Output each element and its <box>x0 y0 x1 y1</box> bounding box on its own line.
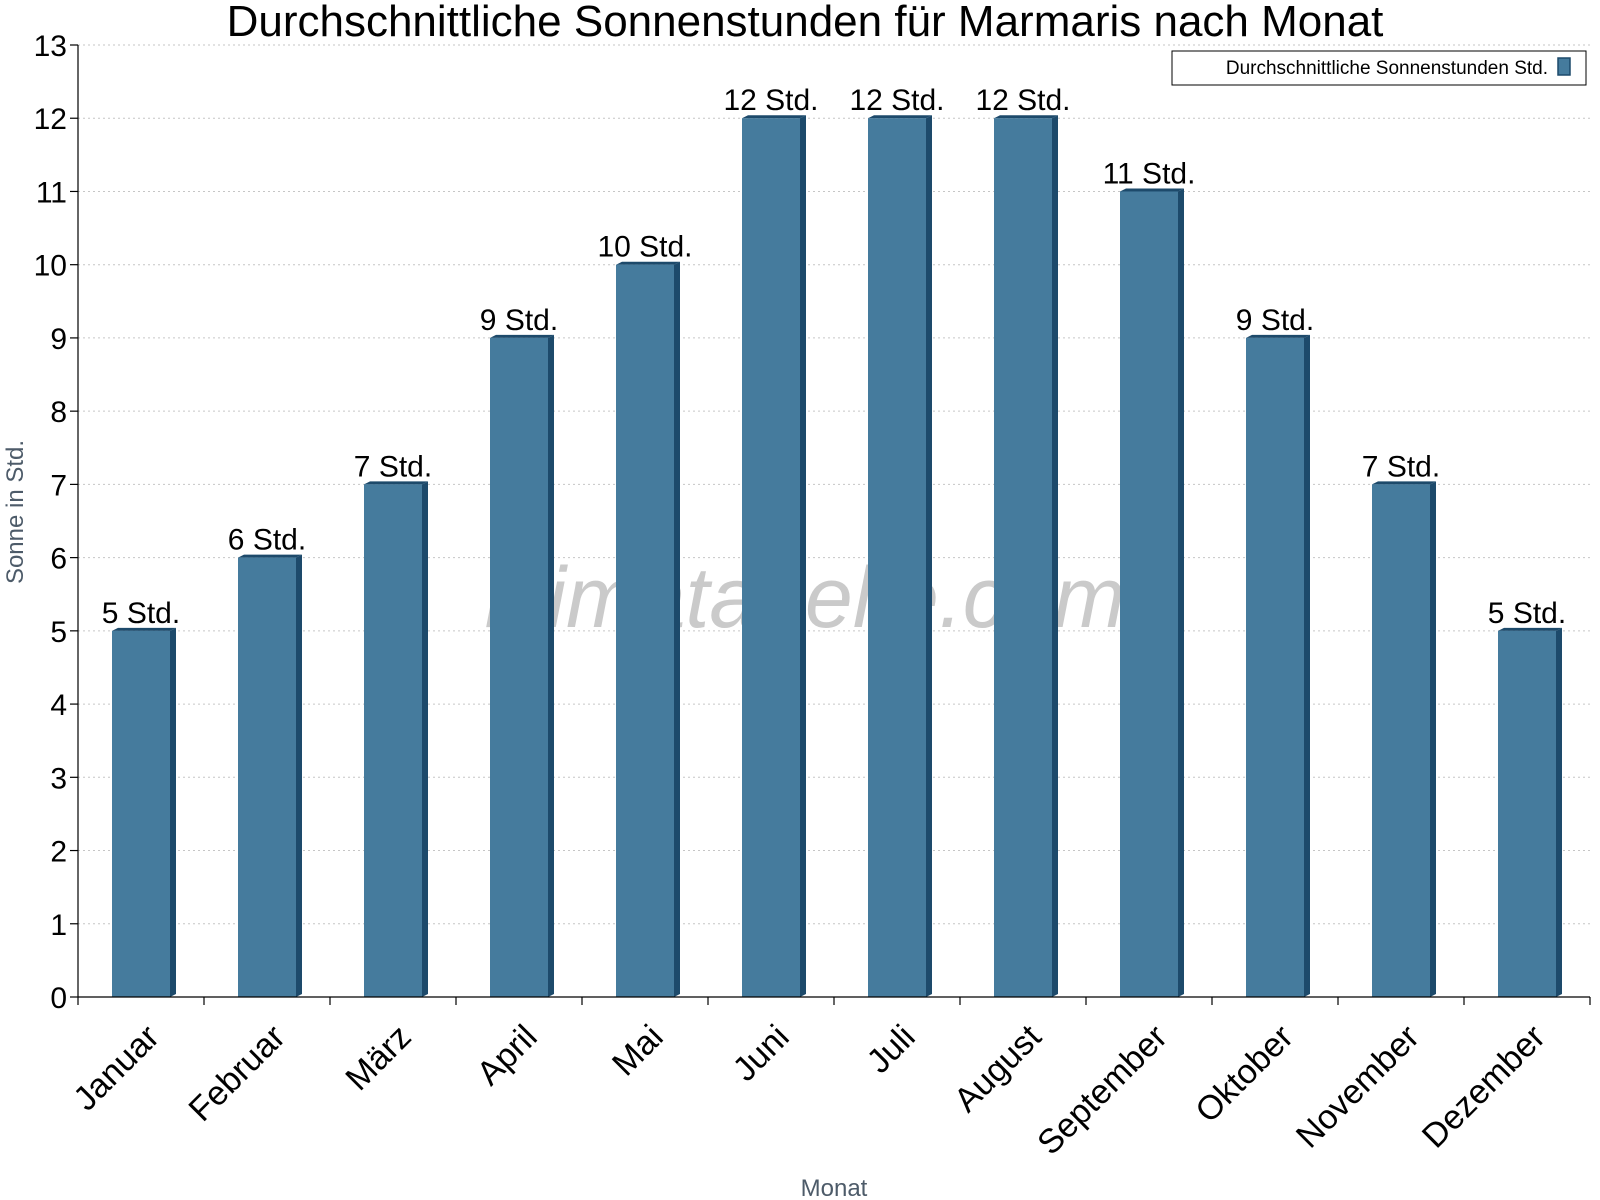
data-label: 9 Std. <box>480 304 558 337</box>
bar-top <box>1498 627 1562 631</box>
bar <box>1120 188 1184 997</box>
data-label: 9 Std. <box>1236 304 1314 337</box>
legend: Durchschnittliche Sonnenstunden Std. <box>1171 50 1587 86</box>
x-axis-label: Monat <box>801 1175 868 1200</box>
y-tick-label: 4 <box>50 689 67 722</box>
bar-side <box>1430 481 1436 997</box>
x-tick-label: September <box>1030 1018 1174 1162</box>
x-tick-label: Februar <box>182 1018 293 1129</box>
bar-side <box>422 481 428 997</box>
data-labels: 5 Std. 6 Std. 7 Std. 9 Std. 10 Std. 12 Std. 12… <box>102 84 1566 630</box>
bar-side <box>674 261 680 997</box>
bar-side <box>800 115 806 997</box>
bar-front <box>868 118 926 997</box>
data-label: 5 Std. <box>1488 597 1566 630</box>
data-label: 11 Std. <box>1103 157 1196 190</box>
y-tick-label: 0 <box>50 982 67 1015</box>
bar-front <box>1120 191 1178 997</box>
bar <box>112 627 176 997</box>
bar-front <box>616 264 674 997</box>
bar-side <box>548 334 554 997</box>
data-label: 6 Std. <box>228 524 306 557</box>
bar-front <box>490 337 548 997</box>
bars <box>112 115 1562 997</box>
bar-side <box>1178 188 1184 997</box>
bar <box>1246 334 1310 997</box>
bar-top <box>868 115 932 119</box>
bar-top <box>1372 481 1436 485</box>
bar-side <box>1304 334 1310 997</box>
legend-box <box>1171 50 1587 86</box>
bar-front <box>994 118 1052 997</box>
data-label: 7 Std. <box>1362 450 1440 483</box>
bar-front <box>1372 484 1430 997</box>
x-tick-label: März <box>338 1018 418 1098</box>
x-tick-label: Juni <box>726 1018 797 1089</box>
chart-title: Durchschnittliche Sonnenstunden für Marm… <box>227 0 1384 46</box>
bar-top <box>1120 188 1184 192</box>
bar-side <box>1052 115 1058 997</box>
bar-top <box>742 115 806 119</box>
legend-swatch <box>1557 57 1571 76</box>
bar-top <box>238 554 302 558</box>
bar-front <box>1498 630 1556 997</box>
y-tick-label: 10 <box>34 250 67 283</box>
bar-top <box>490 334 554 338</box>
bar <box>238 554 302 997</box>
bar-front <box>1246 337 1304 997</box>
y-tick-label: 11 <box>36 176 67 209</box>
x-tick-label: August <box>947 1017 1049 1119</box>
bar-top <box>994 115 1058 119</box>
x-tick-label: Oktober <box>1188 1018 1300 1130</box>
legend-label: Durchschnittliche Sonnenstunden Std. <box>1226 58 1548 79</box>
bar-top <box>1246 334 1310 338</box>
y-tick-label: 9 <box>50 323 67 356</box>
data-label: 12 Std. <box>723 84 818 117</box>
y-tick-label: 2 <box>50 836 67 869</box>
bar <box>364 481 428 997</box>
bar-top <box>616 261 680 265</box>
x-tick-label: April <box>470 1018 545 1093</box>
bar-side <box>170 627 176 997</box>
y-tick-label: 13 <box>34 30 67 63</box>
bar-front <box>364 484 422 997</box>
bar-top <box>364 481 428 485</box>
bar-side <box>296 554 302 997</box>
grid-lines <box>78 44 1590 925</box>
y-tick-label: 8 <box>50 396 67 429</box>
y-tick-label: 6 <box>50 543 67 576</box>
y-tick-label: 7 <box>50 469 67 502</box>
y-tick-label: 12 <box>34 103 67 136</box>
bar <box>490 334 554 997</box>
bar-front <box>238 557 296 997</box>
bar <box>1372 481 1436 997</box>
x-tick-label: Juli <box>860 1018 923 1081</box>
data-label: 12 Std. <box>975 84 1070 117</box>
bar <box>994 115 1058 997</box>
bar <box>868 115 932 997</box>
data-label: 10 Std. <box>597 231 692 264</box>
y-axis-label: Sonne in Std. <box>2 440 29 584</box>
x-tick-label: Mai <box>605 1018 671 1084</box>
bar-front <box>742 118 800 997</box>
bar-side <box>926 115 932 997</box>
bar-top <box>112 627 176 631</box>
bar <box>742 115 806 997</box>
y-tick-label: 3 <box>50 762 67 795</box>
y-tick-label: 5 <box>50 616 67 649</box>
x-tick-label: November <box>1289 1018 1427 1156</box>
x-tick-labels: Januar Februar März April Mai Juni Juli AugustS… <box>66 997 1591 1162</box>
data-label: 5 Std. <box>102 597 180 630</box>
data-label: 7 Std. <box>354 450 432 483</box>
bar-front <box>112 630 170 997</box>
data-label: 12 Std. <box>849 84 944 117</box>
y-tick-label: 1 <box>50 909 67 942</box>
x-tick-label: Dezember <box>1415 1018 1553 1156</box>
bar <box>616 261 680 997</box>
x-tick-label: Januar <box>66 1018 166 1118</box>
bar-side <box>1556 627 1562 997</box>
bar <box>1498 627 1562 997</box>
